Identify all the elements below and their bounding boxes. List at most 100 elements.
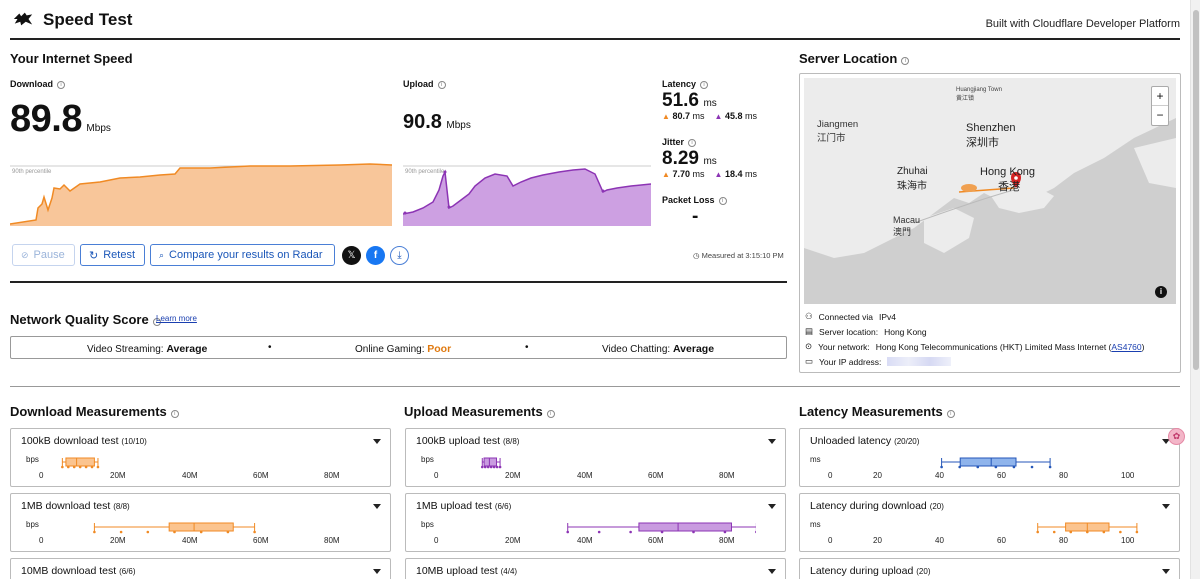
axis-tick: 80 bbox=[1059, 536, 1068, 545]
axis-tick: 0 bbox=[434, 471, 439, 480]
map-label: Huangjiang Town 黄江镇 bbox=[956, 87, 1002, 102]
server-map[interactable]: Huangjiang Town 黄江镇 Jiangmen 江门市 Shenzhen 深… bbox=[804, 78, 1176, 304]
sample-point bbox=[78, 465, 82, 469]
sample-point bbox=[660, 530, 664, 534]
zoom-out-button[interactable]: − bbox=[1156, 108, 1164, 122]
bullet: • bbox=[268, 342, 272, 353]
box bbox=[168, 522, 234, 532]
axis-tick: 40M bbox=[182, 471, 198, 480]
measurements-divider bbox=[10, 386, 1180, 387]
ul-10mb-card[interactable]: 10MB upload test (4/4) bbox=[405, 558, 786, 579]
server-location-card: Huangjiang Town 黄江镇 Jiangmen 江门市 Shenzhen 深… bbox=[799, 73, 1181, 373]
scrollbar-thumb[interactable] bbox=[1193, 10, 1199, 370]
upload-line bbox=[403, 168, 651, 215]
info-icon[interactable]: i bbox=[546, 410, 555, 418]
lat-unloaded-card[interactable]: Unloaded latency (20/20) ms 0 20 40 60 80 100 bbox=[799, 428, 1180, 487]
jitter-label: Jitter i bbox=[662, 137, 697, 147]
sample-point bbox=[1069, 530, 1073, 534]
lat-download-card[interactable]: Latency during download (20) ms 0 20 40 60 8… bbox=[799, 493, 1180, 552]
learn-more-link[interactable]: Learn more bbox=[156, 314, 197, 323]
facebook-share-icon[interactable]: f bbox=[366, 246, 385, 265]
axis-tick: 20M bbox=[110, 471, 126, 480]
sample-point bbox=[1102, 530, 1106, 534]
card-title: Unloaded latency (20/20) bbox=[810, 435, 920, 447]
info-icon[interactable]: i bbox=[688, 139, 697, 147]
zoom-control: + − bbox=[1151, 86, 1169, 126]
sample-point bbox=[1135, 530, 1139, 534]
retest-button[interactable]: ↻ Retest bbox=[80, 244, 145, 266]
info-icon[interactable]: i bbox=[57, 81, 65, 89]
upload-speed-chart: 90th percentile bbox=[403, 165, 651, 226]
x-share-icon[interactable]: 𝕏 bbox=[342, 246, 361, 265]
axis-tick: 20M bbox=[505, 536, 521, 545]
upload-label: Upload i bbox=[403, 79, 446, 89]
axis-tick: 0 bbox=[434, 536, 439, 545]
pause-button[interactable]: ⊘ Pause bbox=[12, 244, 75, 266]
sample-point bbox=[199, 530, 203, 534]
arrow-down-icon: ▲ bbox=[662, 170, 670, 179]
sample-point bbox=[1086, 530, 1089, 534]
built-with-link[interactable]: Built with Cloudflare Developer Platform bbox=[985, 18, 1180, 30]
network-quality-title: Network Quality Score i bbox=[10, 312, 161, 327]
dl-100kb-card[interactable]: 100kB download test (10/10) bps 0 20M 40M 6… bbox=[10, 428, 391, 487]
axis-tick: 20 bbox=[873, 536, 882, 545]
scrollbar[interactable] bbox=[1190, 0, 1200, 579]
axis-tick: 20M bbox=[110, 536, 126, 545]
info-icon[interactable]: i bbox=[901, 57, 910, 65]
sample-point bbox=[96, 465, 100, 469]
info-icon[interactable]: i bbox=[718, 197, 727, 205]
axis-tick: 0 bbox=[39, 471, 44, 480]
chevron-down-icon[interactable] bbox=[1162, 504, 1170, 509]
chevron-down-icon[interactable] bbox=[768, 569, 776, 574]
info-icon[interactable]: i bbox=[170, 410, 179, 418]
chevron-down-icon[interactable] bbox=[1162, 439, 1170, 444]
box bbox=[483, 457, 498, 467]
floating-extension-icon[interactable]: ✿ bbox=[1168, 428, 1185, 445]
chevron-down-icon[interactable] bbox=[373, 504, 381, 509]
chevron-down-icon[interactable] bbox=[373, 569, 381, 574]
ul-100kb-card[interactable]: 100kB upload test (8/8) bps 0 20M 40M 60M 80… bbox=[405, 428, 786, 487]
sample-point bbox=[495, 465, 499, 469]
axis-tick: 40M bbox=[577, 471, 593, 480]
lat-upload-card[interactable]: Latency during upload (20) bbox=[799, 558, 1180, 579]
lat-download-boxplot bbox=[1036, 522, 1139, 534]
axis-tick: 60M bbox=[253, 536, 269, 545]
download-speed-chart: 90th percentile bbox=[10, 163, 392, 226]
chevron-down-icon[interactable] bbox=[768, 439, 776, 444]
chevron-down-icon[interactable] bbox=[373, 439, 381, 444]
info-icon[interactable]: i bbox=[152, 318, 161, 326]
compare-radar-button[interactable]: ⌕ Compare your results on Radar bbox=[150, 244, 335, 266]
axis-tick: 80M bbox=[719, 471, 735, 480]
search-icon: ⌕ bbox=[159, 249, 165, 260]
axis-tick: 40M bbox=[577, 536, 593, 545]
map-attribution-icon[interactable]: i bbox=[1155, 286, 1167, 298]
info-icon[interactable]: i bbox=[700, 81, 709, 89]
sample-point bbox=[1036, 530, 1039, 534]
download-value: 89.8 Mbps bbox=[10, 98, 111, 140]
dl-100kb-boxplot bbox=[61, 457, 100, 469]
map-label: Macau 澳門 bbox=[893, 215, 921, 237]
asn-link[interactable]: AS4760 bbox=[1111, 341, 1142, 352]
zoom-in-button[interactable]: + bbox=[1152, 87, 1168, 106]
sample-point bbox=[566, 530, 570, 534]
axis-tick: 40M bbox=[182, 536, 198, 545]
card-title: Latency during download (20) bbox=[810, 500, 944, 512]
sample-point bbox=[1052, 530, 1056, 534]
dl-10mb-card[interactable]: 10MB download test (6/6) bbox=[10, 558, 391, 579]
network-quality-box: Video Streaming: Average • Online Gaming… bbox=[10, 336, 787, 359]
ul-1mb-card[interactable]: 1MB upload test (6/6) bps 0 20M 40M 60M 80M bbox=[405, 493, 786, 552]
download-results-icon[interactable]: ⤓ bbox=[390, 246, 409, 265]
info-icon[interactable]: i bbox=[437, 81, 446, 89]
top-bar: Speed Test Built with Cloudflare Develop… bbox=[0, 0, 1200, 38]
sample-point bbox=[498, 465, 502, 469]
cloudflare-logo-icon bbox=[13, 12, 33, 26]
network-icon: ⚇ bbox=[805, 311, 813, 321]
sample-point bbox=[1012, 465, 1016, 469]
chevron-down-icon[interactable] bbox=[1162, 569, 1170, 574]
sample-point bbox=[1048, 465, 1052, 469]
sample-point bbox=[253, 530, 256, 534]
dl-1mb-card[interactable]: 1MB download test (8/8) bps 0 20M 40M 60M 80… bbox=[10, 493, 391, 552]
info-icon[interactable]: i bbox=[946, 410, 955, 418]
chevron-down-icon[interactable] bbox=[768, 504, 776, 509]
axis-tick: 80M bbox=[719, 536, 735, 545]
